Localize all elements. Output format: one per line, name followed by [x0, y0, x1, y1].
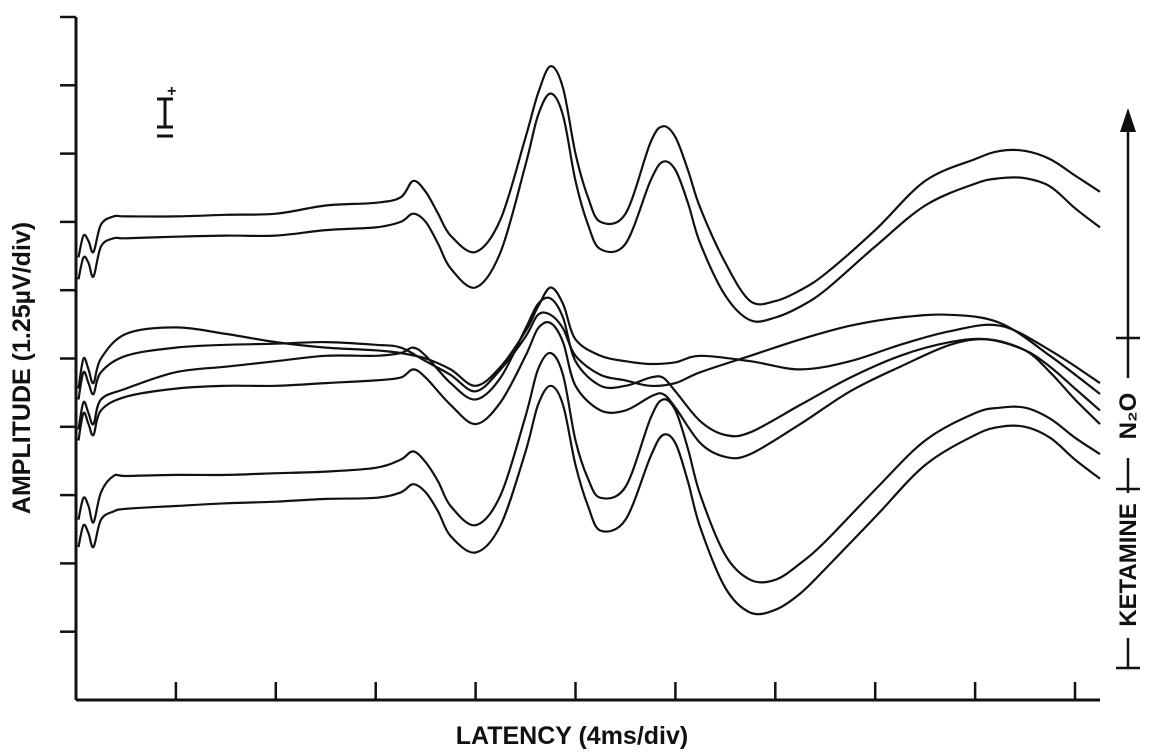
- condition-bracket: N₂O KETAMINE: [1115, 108, 1142, 670]
- waveform-trace-5: [77, 296, 1101, 438]
- y-axis-title: AMPLITUDE (1.25µV/div): [8, 222, 36, 514]
- waveform-trace-3: [77, 286, 1101, 389]
- polarity-marker: +: [157, 83, 176, 138]
- waveform-trace-1: [77, 65, 1101, 306]
- polarity-marker-plus: +: [167, 83, 176, 100]
- waveform-trace-6: [77, 321, 1101, 460]
- ketamine-label: KETAMINE: [1115, 503, 1142, 627]
- waveform-trace-2: [77, 92, 1101, 323]
- waveform-trace-4: [77, 311, 1101, 400]
- traces: [77, 65, 1101, 616]
- x-axis-title: LATENCY (4ms/div): [456, 722, 688, 750]
- waveform-trace-7: [77, 351, 1101, 584]
- axes: [74, 17, 1100, 702]
- bracket-ketamine-label-bg: [1116, 493, 1140, 638]
- n2o-label: N₂O: [1115, 393, 1142, 440]
- ticks: [60, 15, 1077, 700]
- waveform-trace-8: [77, 384, 1101, 616]
- arrow-up-icon: [1120, 108, 1136, 132]
- bracket-n2o-label-bg: [1116, 378, 1140, 458]
